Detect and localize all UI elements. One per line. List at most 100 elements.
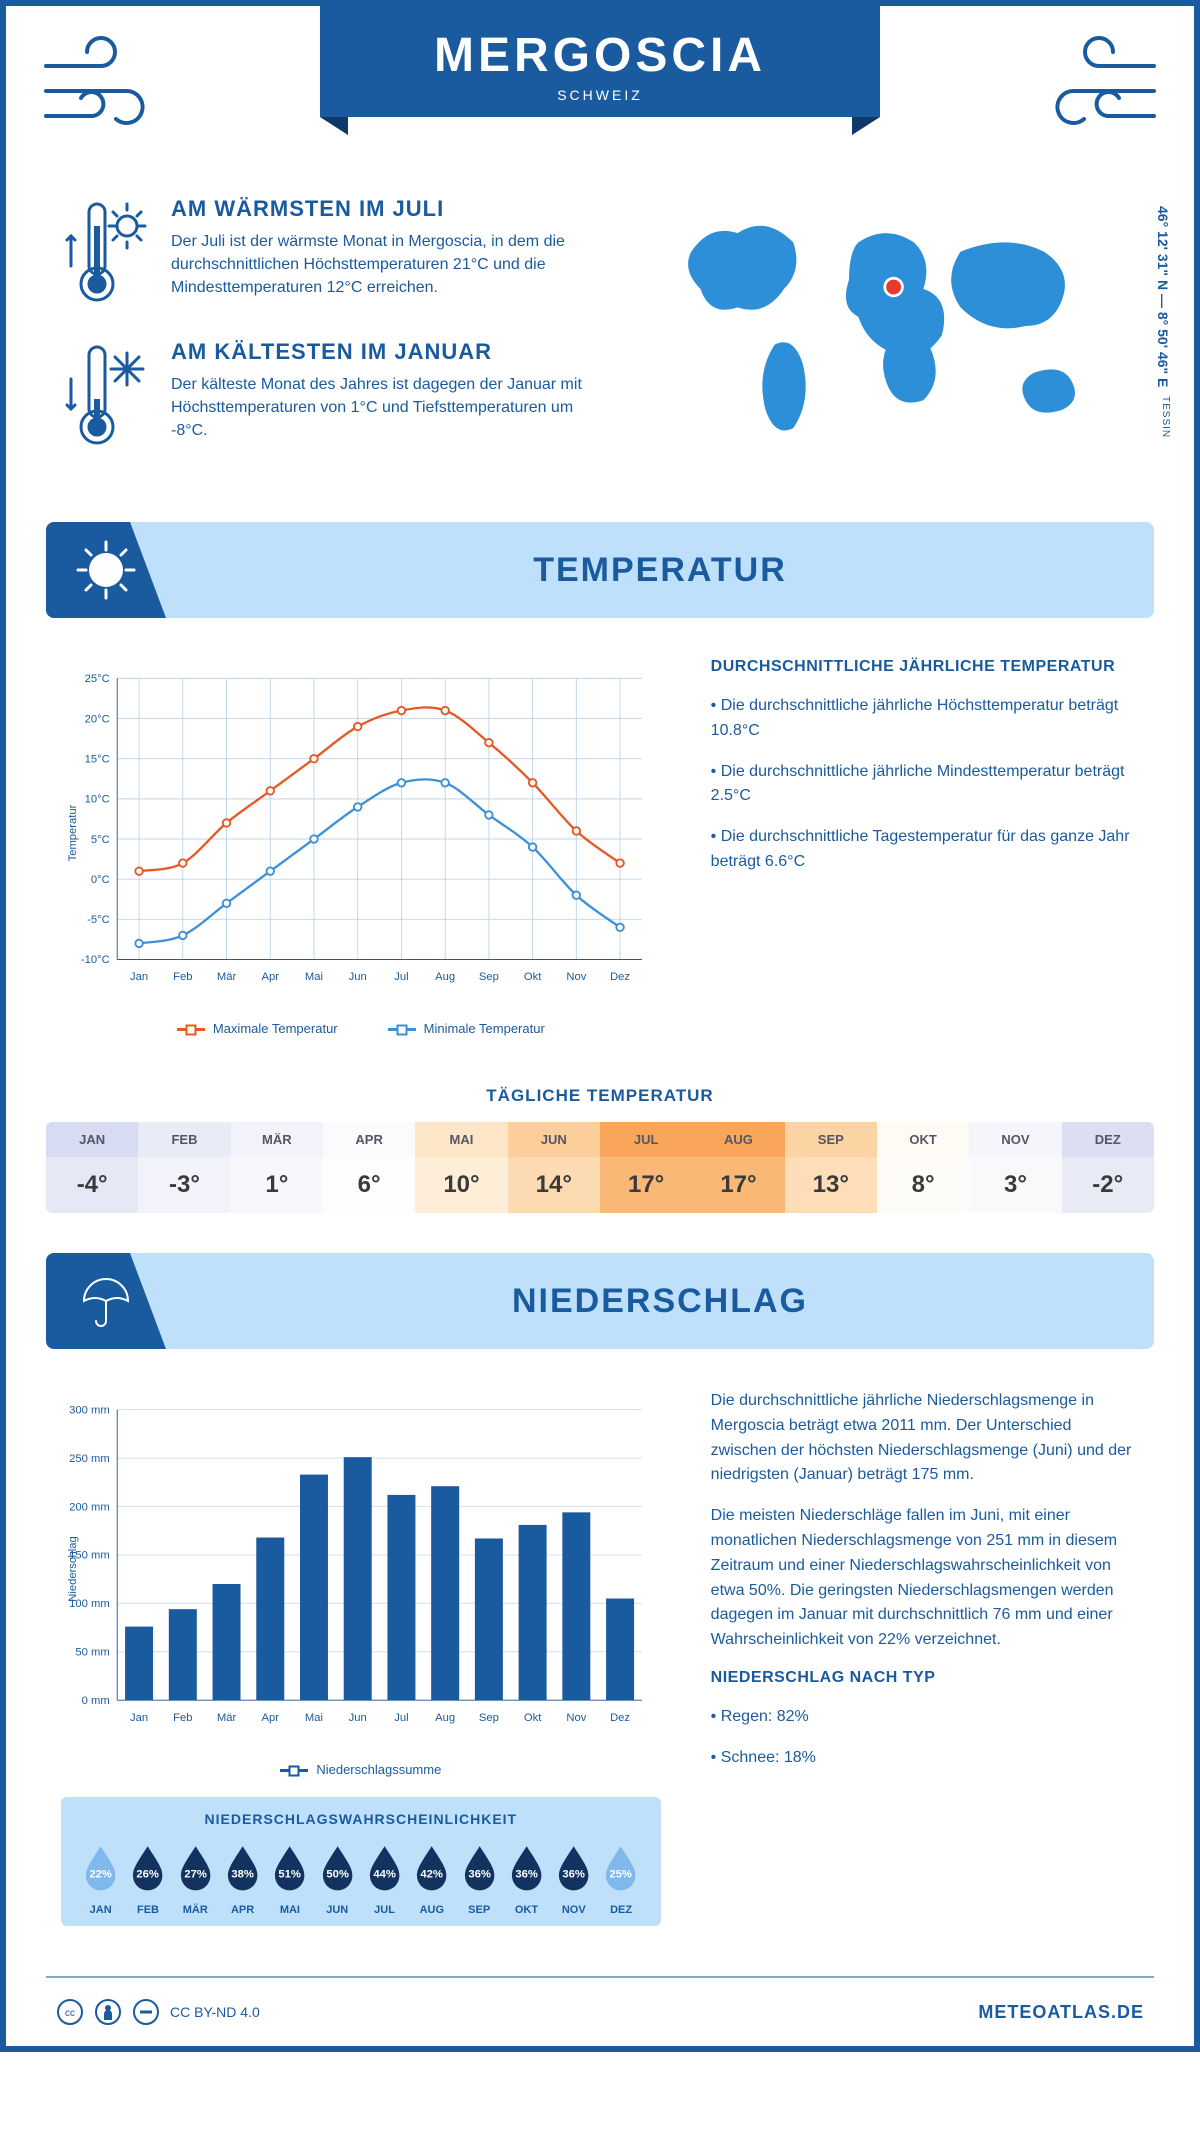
svg-text:Jan: Jan (130, 971, 148, 983)
svg-text:25°C: 25°C (85, 673, 110, 685)
svg-text:51%: 51% (279, 1868, 302, 1880)
svg-text:Jun: Jun (349, 971, 367, 983)
svg-text:10°C: 10°C (85, 794, 110, 806)
wind-icon (41, 36, 171, 136)
svg-text:44%: 44% (373, 1868, 396, 1880)
svg-text:Jul: Jul (394, 971, 408, 983)
precipitation-title: NIEDERSCHLAG (166, 1282, 1154, 1321)
svg-text:22%: 22% (89, 1868, 112, 1880)
svg-text:26%: 26% (137, 1868, 160, 1880)
temp-cell: JUN14° (508, 1122, 600, 1213)
world-map (633, 196, 1139, 456)
temp-summary-p3: • Die durchschnittliche Tagestemperatur … (711, 825, 1139, 875)
temp-cell: APR6° (323, 1122, 415, 1213)
prob-drop: 44%JUL (363, 1839, 406, 1916)
svg-text:300 mm: 300 mm (69, 1404, 110, 1416)
svg-text:Temperatur: Temperatur (67, 804, 79, 861)
umbrella-icon (46, 1253, 166, 1349)
temp-summary-p2: • Die durchschnittliche jährliche Mindes… (711, 760, 1139, 810)
infographic-frame: MERGOSCIA SCHWEIZ (0, 0, 1200, 2052)
precipitation-section-header: NIEDERSCHLAG (46, 1253, 1154, 1349)
temp-cell: FEB-3° (138, 1122, 230, 1213)
warmest-fact: AM WÄRMSTEN IM JULI Der Juli ist der wär… (61, 196, 593, 311)
temp-cell: AUG17° (692, 1122, 784, 1213)
precip-p2: Die meisten Niederschläge fallen im Juni… (711, 1504, 1139, 1653)
precipitation-bar-chart: 0 mm50 mm100 mm150 mm200 mm250 mm300 mmN… (61, 1389, 661, 1777)
svg-text:0 mm: 0 mm (82, 1695, 110, 1707)
temperature-summary: DURCHSCHNITTLICHE JÄHRLICHE TEMPERATUR •… (711, 658, 1139, 1036)
svg-text:Nov: Nov (566, 1712, 586, 1724)
legend-min: Minimale Temperatur (424, 1021, 545, 1036)
svg-text:Apr: Apr (262, 971, 280, 983)
svg-text:Okt: Okt (524, 1712, 542, 1724)
svg-text:25%: 25% (610, 1868, 633, 1880)
coordinates: 46° 12' 31" N — 8° 50' 46" E (1155, 206, 1171, 387)
svg-text:Jun: Jun (349, 1712, 367, 1724)
coldest-fact: AM KÄLTESTEN IM JANUAR Der kälteste Mona… (61, 339, 593, 454)
temp-cell: OKT8° (877, 1122, 969, 1213)
city-title: MERGOSCIA (320, 28, 880, 83)
header: MERGOSCIA SCHWEIZ (6, 6, 1194, 186)
country-subtitle: SCHWEIZ (320, 87, 880, 103)
title-banner: MERGOSCIA SCHWEIZ (320, 6, 880, 117)
temp-summary-heading: DURCHSCHNITTLICHE JÄHRLICHE TEMPERATUR (711, 658, 1139, 676)
temperature-title: TEMPERATUR (166, 551, 1154, 590)
region-label: TESSIN (1160, 396, 1171, 438)
svg-text:200 mm: 200 mm (69, 1501, 110, 1513)
svg-text:Jul: Jul (394, 1712, 408, 1724)
svg-text:5°C: 5°C (91, 834, 110, 846)
daily-temp-title: TÄGLICHE TEMPERATUR (6, 1086, 1194, 1106)
temp-cell: SEP13° (785, 1122, 877, 1213)
license-text: CC BY-ND 4.0 (170, 2004, 260, 2020)
precip-p4: • Schnee: 18% (711, 1746, 1139, 1771)
temp-cell: JAN-4° (46, 1122, 138, 1213)
svg-text:42%: 42% (421, 1868, 444, 1880)
precip-type-heading: NIEDERSCHLAG NACH TYP (711, 1669, 1139, 1687)
sun-icon (46, 522, 166, 618)
precip-p1: Die durchschnittliche jährliche Niedersc… (711, 1389, 1139, 1488)
coldest-title: AM KÄLTESTEN IM JANUAR (171, 339, 593, 365)
svg-text:Aug: Aug (435, 1712, 455, 1724)
prob-title: NIEDERSCHLAGSWAHRSCHEINLICHKEIT (79, 1811, 643, 1827)
svg-text:Dez: Dez (610, 971, 630, 983)
svg-text:Feb: Feb (173, 971, 192, 983)
footer: cc CC BY-ND 4.0 METEOATLAS.DE (46, 1976, 1154, 2046)
temperature-section-header: TEMPERATUR (46, 522, 1154, 618)
svg-text:20°C: 20°C (85, 713, 110, 725)
svg-text:250 mm: 250 mm (69, 1453, 110, 1465)
svg-text:Mai: Mai (305, 1712, 323, 1724)
prob-drop: 22%JAN (79, 1839, 122, 1916)
svg-text:38%: 38% (231, 1868, 254, 1880)
svg-text:Mär: Mär (217, 1712, 237, 1724)
svg-text:15°C: 15°C (85, 753, 110, 765)
svg-text:Mai: Mai (305, 971, 323, 983)
svg-text:Sep: Sep (479, 971, 499, 983)
svg-text:Niederschlag: Niederschlag (67, 1536, 79, 1602)
intro-section: AM WÄRMSTEN IM JULI Der Juli ist der wär… (6, 186, 1194, 512)
prob-drop: 27%MÄR (174, 1839, 217, 1916)
thermometer-hot-icon (61, 196, 151, 311)
prob-drop: 25%DEZ (599, 1839, 642, 1916)
warmest-text: Der Juli ist der wärmste Monat in Mergos… (171, 230, 593, 300)
svg-text:Nov: Nov (566, 971, 586, 983)
svg-text:Jan: Jan (130, 1712, 148, 1724)
wind-icon (1029, 36, 1159, 136)
prob-drop: 50%JUN (316, 1839, 359, 1916)
svg-text:50%: 50% (326, 1868, 349, 1880)
temp-cell: MÄR1° (231, 1122, 323, 1213)
precip-p3: • Regen: 82% (711, 1705, 1139, 1730)
temp-summary-p1: • Die durchschnittliche jährliche Höchst… (711, 694, 1139, 744)
coldest-text: Der kälteste Monat des Jahres ist dagege… (171, 373, 593, 443)
legend-max: Maximale Temperatur (213, 1021, 338, 1036)
temperature-line-chart: -10°C-5°C0°C5°C10°C15°C20°C25°CJanFebMär… (61, 658, 661, 1036)
prob-drop: 51%MAI (268, 1839, 311, 1916)
brand: METEOATLAS.DE (978, 2002, 1144, 2023)
svg-text:Aug: Aug (435, 971, 455, 983)
license: cc CC BY-ND 4.0 (56, 1998, 260, 2026)
svg-text:Dez: Dez (610, 1712, 630, 1724)
svg-text:Okt: Okt (524, 971, 542, 983)
temp-cell: MAI10° (415, 1122, 507, 1213)
thermometer-cold-icon (61, 339, 151, 454)
svg-text:36%: 36% (563, 1868, 586, 1880)
prob-drop: 42%AUG (410, 1839, 453, 1916)
